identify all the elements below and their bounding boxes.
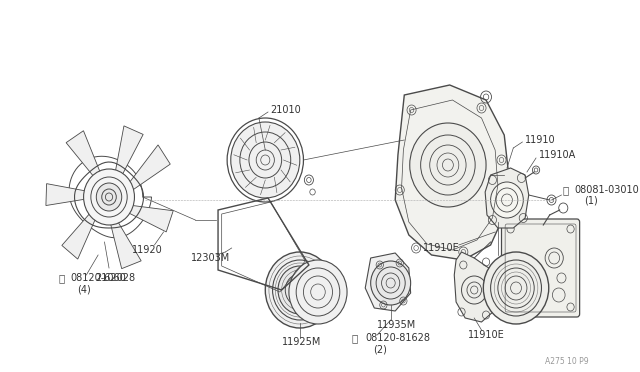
Text: 21010: 21010 [271, 105, 301, 115]
Polygon shape [109, 218, 141, 269]
Text: Ⓑ: Ⓑ [59, 273, 65, 283]
Text: 21060: 21060 [95, 273, 126, 283]
Text: 11910: 11910 [525, 135, 556, 145]
Polygon shape [127, 145, 170, 193]
Text: (4): (4) [77, 285, 92, 295]
Polygon shape [125, 205, 173, 232]
Circle shape [371, 261, 411, 305]
Text: 12303M: 12303M [191, 253, 230, 263]
Text: Ⓑ: Ⓑ [563, 185, 569, 195]
Text: (1): (1) [584, 195, 597, 205]
Polygon shape [454, 252, 498, 322]
Text: 11920: 11920 [132, 245, 163, 255]
Circle shape [96, 183, 122, 211]
Circle shape [289, 260, 347, 324]
Circle shape [483, 252, 548, 324]
Circle shape [84, 169, 134, 225]
Polygon shape [62, 210, 97, 259]
Text: Ⓑ: Ⓑ [351, 333, 358, 343]
Text: 08081-03010: 08081-03010 [574, 185, 639, 195]
Polygon shape [485, 168, 529, 228]
Text: 11925M: 11925M [282, 337, 321, 347]
Text: 08120-81628: 08120-81628 [365, 333, 430, 343]
Text: 11935M: 11935M [377, 320, 416, 330]
Circle shape [278, 266, 322, 314]
Text: 11910E: 11910E [422, 243, 460, 253]
Polygon shape [396, 85, 509, 260]
Text: (2): (2) [373, 345, 387, 355]
Circle shape [491, 182, 524, 218]
Text: A275 10 P9: A275 10 P9 [545, 357, 589, 366]
Text: 11910E: 11910E [468, 330, 504, 340]
Circle shape [231, 122, 300, 198]
Circle shape [410, 123, 486, 207]
Polygon shape [46, 184, 90, 206]
Polygon shape [115, 126, 143, 179]
FancyBboxPatch shape [502, 219, 580, 317]
Polygon shape [365, 253, 411, 311]
Polygon shape [66, 131, 102, 180]
Circle shape [266, 252, 334, 328]
Text: 11910A: 11910A [539, 150, 576, 160]
Text: 08120-62028: 08120-62028 [71, 273, 136, 283]
